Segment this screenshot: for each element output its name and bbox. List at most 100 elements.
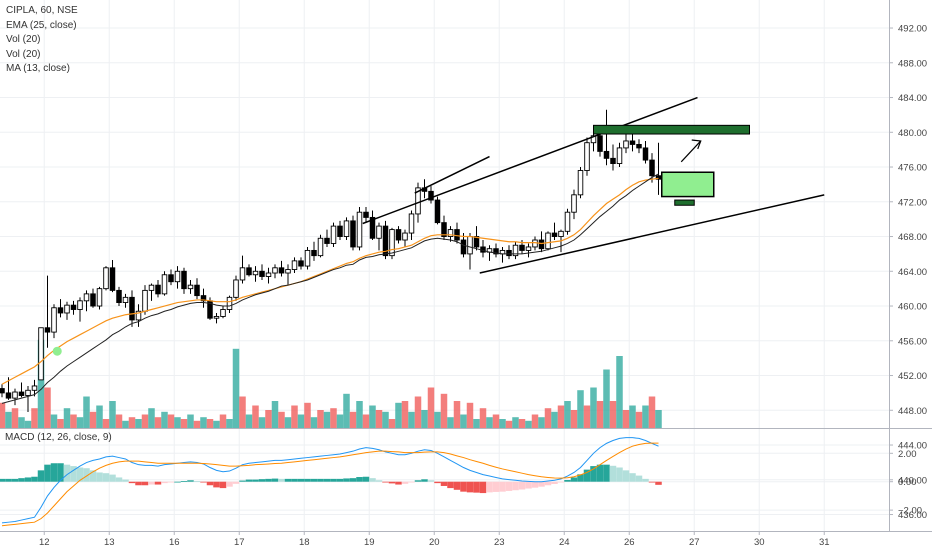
- candle-body-up: [25, 389, 31, 396]
- candle-body-up: [330, 225, 337, 244]
- volume-bar: [167, 414, 175, 428]
- volume-bar: [284, 417, 292, 428]
- candle-body-down: [551, 232, 558, 237]
- candle-body-up: [343, 220, 350, 237]
- histogram-bar: [115, 477, 123, 482]
- histogram-bar: [388, 481, 396, 484]
- candle: [285, 264, 291, 286]
- symbol-title[interactable]: CIPLA, 60, NSE: [6, 5, 78, 16]
- macd-legend[interactable]: MACD (12, 26, close, 9): [5, 432, 112, 443]
- time-tick-label: 13: [104, 537, 115, 548]
- candle: [395, 226, 402, 244]
- candle: [213, 312, 220, 324]
- price-tick-label: 480.00: [898, 128, 927, 139]
- candle: [408, 210, 415, 241]
- histogram-bar: [96, 472, 103, 482]
- candle: [642, 140, 649, 164]
- time-tick-label: 18: [299, 537, 310, 548]
- price-tick-label: 472.00: [898, 197, 927, 208]
- candle: [337, 220, 343, 241]
- volume-bar: [239, 396, 246, 428]
- candle: [454, 222, 460, 244]
- time-tick-label: 24: [559, 537, 570, 548]
- volume-bar: [44, 387, 51, 428]
- histogram-bar: [551, 481, 558, 484]
- price-tick-label: 444.00: [898, 441, 927, 452]
- volume-bar: [434, 411, 441, 428]
- candle-body-down: [642, 147, 649, 161]
- candle-body-up: [187, 284, 194, 290]
- candle: [623, 134, 629, 154]
- time-axis-ticks[interactable]: 12 13 16 17 18 19 20 23 24 26 27 30 31: [39, 531, 830, 548]
- histogram-bar: [421, 479, 428, 482]
- legend-ema[interactable]: EMA (25, close): [6, 19, 77, 31]
- histogram-bar: [0, 478, 6, 482]
- candle-body-down: [0, 388, 5, 394]
- candle: [148, 283, 155, 301]
- candle: [363, 206, 369, 223]
- histogram-bar: [479, 481, 487, 494]
- candle: [103, 266, 109, 291]
- price-tick-label: 484.00: [898, 93, 927, 104]
- candle: [233, 275, 239, 301]
- histogram-bar: [213, 481, 220, 488]
- volume-bar: [193, 420, 201, 428]
- histogram-bar: [512, 481, 519, 491]
- price-tick-label: 436.00: [898, 510, 927, 521]
- arrow-shaft: [680, 140, 702, 163]
- drawing-annotations[interactable]: [52, 96, 825, 356]
- price-axis-ticks[interactable]: 492.00 488.00 484.00 480.00 476.00 472.00 468.…: [889, 24, 927, 522]
- histogram-bar: [161, 481, 168, 484]
- time-tick-label: 26: [624, 537, 635, 548]
- lower-trendline: [479, 194, 825, 274]
- histogram-bar: [642, 478, 649, 482]
- volume-bar: [596, 401, 604, 428]
- candle-body-down: [181, 270, 187, 290]
- candle: [226, 295, 233, 313]
- histogram-bar: [414, 480, 422, 482]
- candle: [330, 222, 337, 247]
- volume-bar: [96, 405, 103, 428]
- candle-body-up: [447, 229, 454, 237]
- histogram-bar: [122, 479, 129, 482]
- candle: [610, 144, 616, 171]
- volume-bar: [161, 411, 168, 428]
- histogram-bar: [167, 481, 175, 483]
- histogram-bar: [408, 481, 415, 483]
- candle-body-up: [415, 187, 421, 215]
- price-tick-label: 464.00: [898, 267, 927, 278]
- candle-body-up: [239, 267, 246, 281]
- macd-axis-ticks[interactable]: 2.00 0.00 −2.00: [889, 449, 922, 517]
- volume-bar: [291, 405, 298, 428]
- histogram-bar: [83, 468, 90, 482]
- candle: [369, 210, 376, 241]
- candle-body-up: [317, 237, 324, 257]
- time-tick-label: 19: [364, 537, 375, 548]
- histogram-bar: [200, 481, 207, 483]
- candle-body-down: [70, 304, 77, 310]
- volume-bar: [135, 419, 142, 428]
- histogram-bar: [232, 481, 240, 484]
- signal-marker: [52, 346, 62, 356]
- histogram-bar: [544, 481, 552, 486]
- volume-bar: [486, 417, 493, 428]
- candle-body-up: [577, 170, 584, 196]
- volume-bar: [31, 408, 38, 428]
- candle: [77, 297, 83, 322]
- histogram-bar: [297, 478, 305, 482]
- histogram-bar: [18, 478, 25, 482]
- candle: [135, 304, 142, 327]
- histogram-bar: [317, 478, 324, 482]
- volume-bar: [635, 411, 643, 428]
- volume-bar: [252, 405, 259, 428]
- candle-body-down: [155, 284, 161, 295]
- legend-vol-1[interactable]: Vol (20): [6, 34, 41, 45]
- volume-bar: [141, 414, 149, 428]
- macd-line: [1, 437, 659, 524]
- legend-ma[interactable]: MA (13, close): [6, 63, 70, 74]
- candle: [31, 379, 38, 397]
- histogram-bar: [499, 481, 506, 492]
- legend-vol-2[interactable]: Vol (20): [6, 48, 41, 60]
- volume-bar: [401, 401, 409, 428]
